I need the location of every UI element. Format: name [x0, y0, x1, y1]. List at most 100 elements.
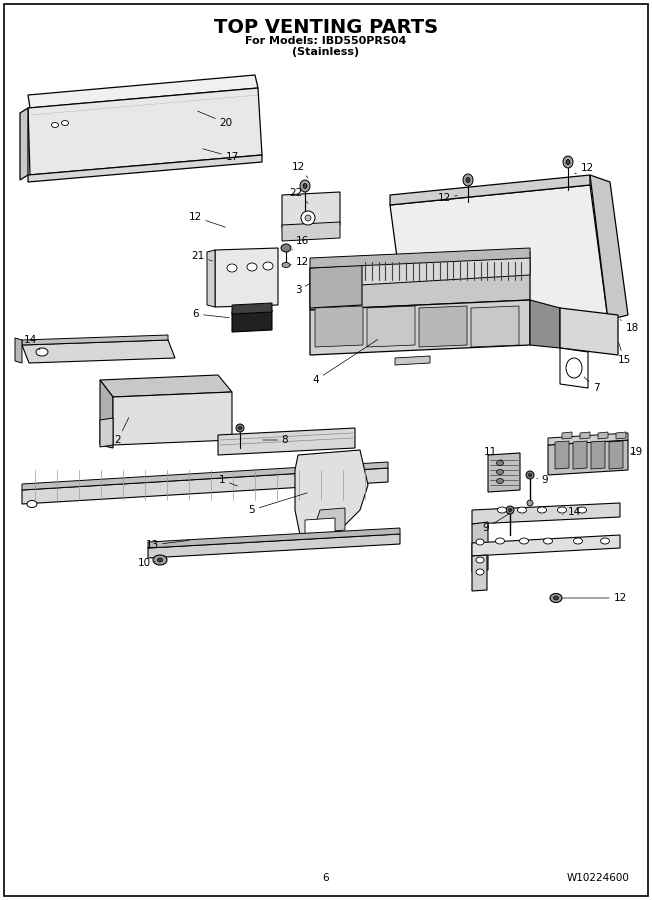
Ellipse shape — [497, 470, 503, 474]
Ellipse shape — [574, 538, 582, 544]
Text: 21: 21 — [192, 251, 213, 261]
Polygon shape — [282, 192, 340, 228]
Polygon shape — [598, 432, 608, 439]
Ellipse shape — [36, 348, 48, 356]
Ellipse shape — [563, 156, 573, 168]
Polygon shape — [315, 508, 345, 532]
Polygon shape — [548, 433, 628, 445]
Ellipse shape — [578, 507, 587, 513]
Polygon shape — [408, 320, 608, 348]
Ellipse shape — [301, 211, 315, 225]
Polygon shape — [590, 175, 628, 320]
Polygon shape — [367, 306, 415, 347]
Polygon shape — [395, 356, 430, 365]
Text: 1: 1 — [218, 475, 237, 486]
Ellipse shape — [281, 244, 291, 252]
Text: 19: 19 — [629, 447, 643, 457]
Polygon shape — [28, 75, 258, 108]
Ellipse shape — [557, 507, 567, 513]
Polygon shape — [419, 306, 467, 347]
Ellipse shape — [554, 596, 559, 600]
Polygon shape — [22, 335, 168, 345]
Text: 9: 9 — [537, 475, 548, 485]
Polygon shape — [28, 88, 262, 175]
Polygon shape — [472, 555, 487, 591]
Polygon shape — [609, 441, 623, 469]
Polygon shape — [390, 175, 590, 205]
Ellipse shape — [566, 159, 570, 165]
Text: 12: 12 — [574, 163, 593, 174]
Polygon shape — [295, 450, 368, 535]
Text: 14: 14 — [23, 335, 40, 350]
Ellipse shape — [263, 262, 273, 270]
Polygon shape — [315, 306, 363, 347]
Polygon shape — [591, 441, 605, 469]
Ellipse shape — [52, 122, 59, 128]
Text: 14: 14 — [563, 507, 581, 517]
Polygon shape — [207, 250, 215, 307]
Ellipse shape — [544, 538, 552, 544]
Polygon shape — [472, 535, 620, 556]
Ellipse shape — [236, 424, 244, 432]
Polygon shape — [548, 440, 628, 475]
Text: 20: 20 — [198, 111, 233, 128]
Text: 8: 8 — [263, 435, 288, 445]
Text: 6: 6 — [193, 309, 230, 319]
Text: 16: 16 — [292, 236, 308, 250]
Ellipse shape — [566, 358, 582, 378]
Polygon shape — [616, 432, 626, 439]
Ellipse shape — [227, 264, 237, 272]
Polygon shape — [22, 468, 388, 504]
Ellipse shape — [153, 555, 167, 565]
Polygon shape — [360, 252, 530, 285]
Polygon shape — [390, 185, 608, 340]
Text: 12: 12 — [188, 212, 226, 227]
Ellipse shape — [529, 473, 531, 476]
Polygon shape — [232, 310, 272, 332]
Polygon shape — [555, 441, 569, 469]
Text: 12: 12 — [290, 257, 308, 267]
Polygon shape — [100, 418, 113, 447]
Ellipse shape — [239, 427, 241, 429]
Polygon shape — [215, 248, 278, 307]
Ellipse shape — [158, 558, 162, 562]
Ellipse shape — [463, 174, 473, 186]
Ellipse shape — [520, 538, 529, 544]
Polygon shape — [282, 222, 340, 241]
Polygon shape — [22, 462, 388, 490]
Polygon shape — [580, 432, 590, 439]
Text: 3: 3 — [295, 284, 310, 295]
Ellipse shape — [247, 263, 257, 271]
Polygon shape — [472, 522, 488, 572]
Polygon shape — [530, 300, 560, 348]
Text: 7: 7 — [584, 377, 599, 393]
Ellipse shape — [466, 177, 470, 183]
Ellipse shape — [476, 569, 484, 575]
Text: 22: 22 — [289, 188, 308, 203]
Ellipse shape — [61, 121, 68, 125]
Polygon shape — [232, 303, 272, 314]
Ellipse shape — [27, 500, 37, 508]
Text: 12: 12 — [563, 593, 627, 603]
Ellipse shape — [476, 539, 484, 545]
Ellipse shape — [537, 507, 546, 513]
Text: For Models: IBD550PRS04: For Models: IBD550PRS04 — [245, 36, 407, 46]
Text: 18: 18 — [620, 320, 638, 333]
Polygon shape — [310, 258, 530, 310]
Text: 2: 2 — [115, 418, 129, 445]
Polygon shape — [100, 375, 232, 397]
Text: 11: 11 — [483, 447, 502, 461]
Text: 17: 17 — [203, 148, 239, 162]
Text: 12: 12 — [291, 162, 308, 178]
Ellipse shape — [497, 461, 503, 465]
Ellipse shape — [527, 500, 533, 506]
Ellipse shape — [506, 506, 514, 514]
Text: (Stainless): (Stainless) — [293, 47, 359, 57]
Polygon shape — [310, 265, 362, 308]
Ellipse shape — [497, 479, 503, 483]
Polygon shape — [472, 503, 620, 524]
Polygon shape — [560, 348, 588, 388]
Polygon shape — [22, 340, 175, 363]
Ellipse shape — [305, 215, 311, 221]
Polygon shape — [471, 306, 519, 347]
